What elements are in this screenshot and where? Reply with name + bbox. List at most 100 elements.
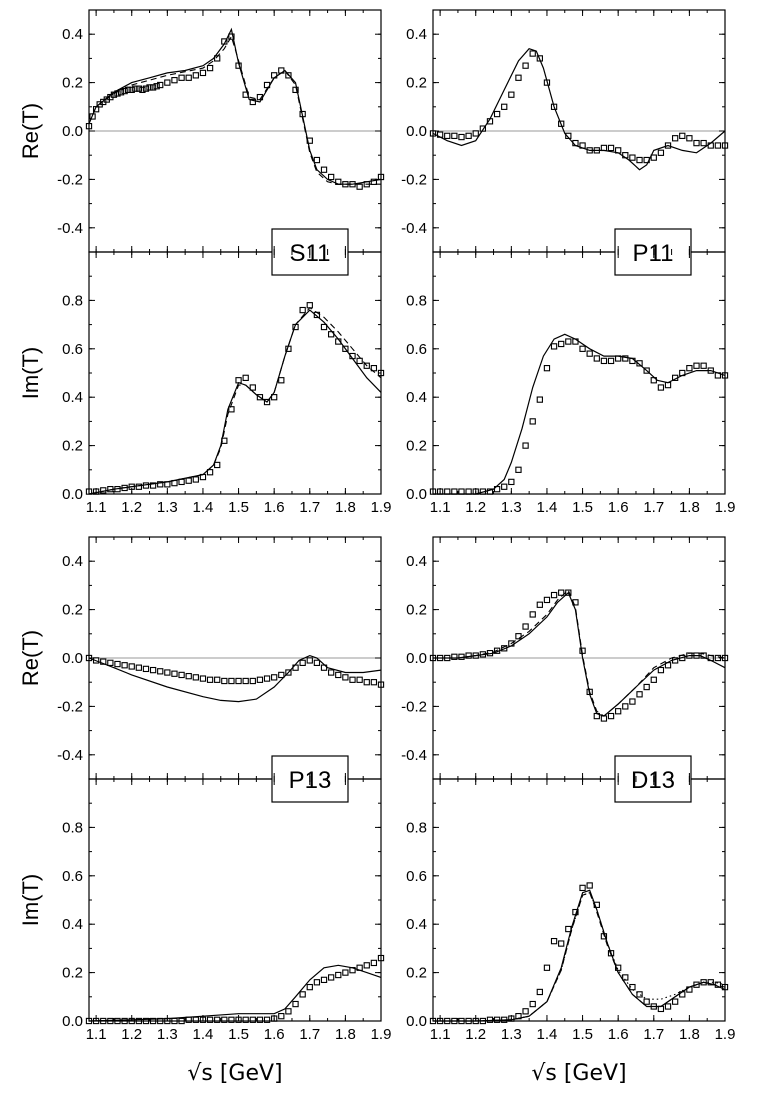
ytick-label-s11-im: 0.2 (62, 438, 83, 455)
data-point-d13-re (486, 650, 494, 657)
data-point-d13-im (458, 1017, 465, 1025)
data-point-p13-re (221, 677, 228, 685)
ytick-label-p13-im: 0.2 (62, 965, 83, 982)
data-point-p13-re (313, 659, 321, 666)
data-point-d13-im (451, 1017, 458, 1025)
data-point-p11-re (508, 91, 515, 98)
data-point-p11-im (429, 488, 437, 495)
ytick-label-p11-im: 0.8 (406, 292, 427, 309)
ytick-label-d13-im: 0.4 (406, 916, 427, 933)
data-point-s11-re (85, 123, 93, 130)
data-point-s11-re (363, 181, 370, 188)
data-point-s11-re (135, 85, 143, 92)
data-point-d13-im (721, 983, 729, 991)
data-point-d13-im (615, 964, 622, 971)
data-point-p11-im (686, 365, 693, 372)
xtick-label-p11-im: 1.6 (608, 499, 629, 516)
data-point-d13-im (657, 1005, 665, 1013)
data-point-p13-im (313, 979, 321, 986)
ytick-label-p13-re: 0.4 (62, 553, 83, 570)
data-point-p13-re (256, 676, 264, 683)
data-point-d13-im (700, 979, 707, 986)
ytick-label-p13-re: -0.2 (57, 698, 83, 715)
data-point-p11-im (508, 478, 515, 486)
data-point-p13-im (199, 1016, 207, 1023)
data-point-p11-im (565, 338, 572, 345)
data-point-s11-re (171, 77, 178, 84)
xtick-label-s11-im: 1.5 (228, 499, 249, 516)
ytick-label-p11-im: 0.6 (406, 341, 427, 358)
data-point-p11-re (664, 142, 672, 149)
ylabel-s11-im: Im(T) (18, 347, 43, 400)
ytick-label-p11-re: 0.2 (406, 75, 427, 92)
xtick-label-s11-im: 1.8 (335, 499, 356, 516)
data-point-p11-re (622, 152, 629, 159)
data-point-d13-re (686, 652, 693, 659)
data-point-p13-re (299, 659, 306, 666)
data-point-p13-im (263, 1016, 271, 1023)
solid-curve-d13-im (433, 889, 726, 1022)
panel-p13-im (88, 778, 382, 1022)
data-point-s11-im (249, 384, 256, 391)
data-point-s11-im (356, 357, 363, 365)
data-point-d13-re (543, 596, 551, 604)
data-point-p13-re (335, 671, 342, 679)
ytick-label-p13-im: 0.0 (62, 1013, 83, 1030)
plot-d13-re: -0.4 -0.2 0.0 0.2 0.4 (401, 536, 729, 780)
data-point-s11-re (149, 84, 157, 91)
data-point-s11-re (370, 178, 378, 185)
data-point-s11-re (285, 72, 292, 79)
data-point-p13-im (256, 1016, 264, 1023)
data-point-d13-im (707, 979, 714, 986)
data-point-p13-im (285, 1008, 292, 1015)
ytick-label-d13-re: -0.4 (401, 747, 427, 764)
data-point-p11-im (679, 369, 686, 377)
data-point-s11-im (85, 488, 93, 495)
data-point-d13-im (486, 1016, 494, 1023)
data-point-s11-re (249, 98, 256, 106)
data-point-d13-im (600, 933, 608, 940)
data-point-p13-re (271, 674, 278, 681)
data-point-p11-re (671, 135, 679, 142)
data-point-d13-im (565, 925, 572, 933)
ytick-label-p13-im: 0.8 (62, 819, 83, 836)
data-point-d13-re (636, 691, 643, 698)
data-point-p13-im (342, 969, 349, 976)
data-point-p11-re (558, 120, 565, 127)
data-point-p13-re (149, 666, 157, 674)
data-point-p11-im (501, 483, 508, 490)
data-point-p11-re (572, 139, 579, 147)
wave-label-d13: D13 (614, 755, 692, 803)
data-point-s11-im (214, 461, 221, 469)
xtick-label-d13-im: 1.8 (679, 1026, 700, 1043)
ytick-label-d13-im: 0.2 (406, 965, 427, 982)
data-point-p11-im (543, 365, 551, 372)
data-point-s11-re (185, 74, 192, 81)
xtick-label-p13-im: 1.1 (86, 1026, 107, 1043)
data-point-p13-im (171, 1017, 178, 1025)
data-point-p11-im (593, 355, 600, 362)
data-point-p11-im (550, 343, 558, 350)
data-point-p11-re (686, 135, 693, 142)
data-point-s11-re (142, 85, 150, 92)
ytick-label-d13-re: 0.0 (406, 650, 427, 667)
data-point-s11-re (178, 74, 185, 81)
xtick-label-p13-im: 1.2 (121, 1026, 142, 1043)
solid-curve-s11-im (88, 309, 382, 495)
panel-s11-im (88, 251, 382, 495)
data-point-d13-re (657, 666, 665, 674)
data-point-d13-re (700, 652, 707, 659)
data-point-s11-re (128, 86, 135, 94)
xtick-label-d13-im: 1.9 (715, 1026, 736, 1043)
data-point-p11-im (529, 418, 536, 425)
data-point-p11-im (515, 466, 522, 473)
xtick-label-p11-im: 1.2 (465, 499, 486, 516)
data-point-p11-im (493, 486, 501, 493)
data-point-p13-im (164, 1017, 171, 1025)
data-point-s11-im (221, 437, 228, 444)
data-point-s11-im (100, 487, 107, 494)
xtick-label-p13-im: 1.3 (157, 1026, 178, 1043)
data-point-s11-re (299, 110, 306, 118)
data-point-p11-re (522, 62, 529, 69)
data-point-s11-re (199, 69, 207, 77)
